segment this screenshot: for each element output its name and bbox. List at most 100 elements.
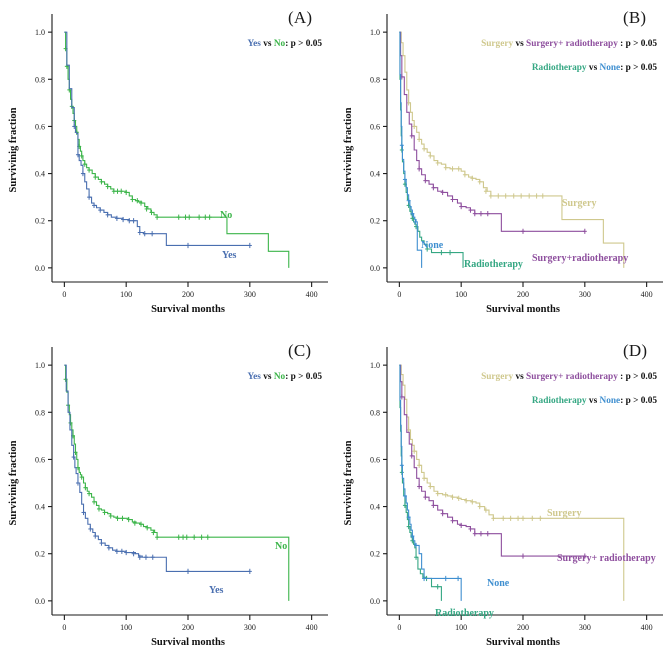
- svg-text:200: 200: [517, 290, 529, 299]
- series-surgery-radiotherapy: [399, 31, 587, 234]
- svg-text:0.4: 0.4: [35, 503, 45, 512]
- svg-text:400: 400: [306, 623, 318, 632]
- svg-text:0.0: 0.0: [35, 264, 45, 273]
- svg-text:0.6: 0.6: [370, 455, 380, 464]
- y-tick-group: 0.0 0.2 0.4 0.6 0.8 1.0: [370, 361, 387, 606]
- x-axis-title: Survival months: [486, 304, 560, 315]
- p-value-annotation: Yes vs No: p > 0.05: [247, 39, 322, 49]
- svg-text:200: 200: [182, 623, 194, 632]
- p-value-annotation: Radiotherapy vs None: p > 0.05: [532, 63, 658, 73]
- svg-text:200: 200: [517, 623, 529, 632]
- axis-group: [51, 347, 328, 616]
- series-no: [63, 364, 290, 601]
- panel-d-plot: 0.0 0.2 0.4 0.6 0.8 1.0 0 100 200 300 400 Survival …: [343, 347, 663, 648]
- svg-text:0: 0: [397, 290, 401, 299]
- y-tick-group: 0.0 0.2 0.4 0.6 0.8 1.0: [35, 28, 52, 273]
- axis-group: [386, 14, 663, 283]
- panel-d-tag: (D): [623, 341, 648, 360]
- series-none: [399, 364, 462, 601]
- svg-text:300: 300: [244, 623, 256, 632]
- svg-text:0: 0: [397, 623, 401, 632]
- panel-a: 0.0 0.2 0.4 0.6 0.8 1.0 0 100 200 300 400 Survival …: [0, 0, 334, 332]
- series-none: [399, 31, 423, 268]
- y-axis-title: Survivinig fraction: [8, 440, 19, 525]
- svg-text:400: 400: [641, 290, 653, 299]
- series-yes: [64, 364, 252, 574]
- svg-text:100: 100: [455, 290, 467, 299]
- x-tick-group: 0 100 200 300 400: [62, 615, 318, 632]
- curve-label: Yes: [209, 585, 224, 596]
- svg-text:300: 300: [579, 290, 591, 299]
- panel-c-tag: (C): [288, 341, 312, 360]
- svg-text:0.4: 0.4: [370, 503, 380, 512]
- panel-b-tag: (B): [623, 8, 647, 27]
- x-tick-group: 0 100 200 300 400: [397, 615, 653, 632]
- svg-text:0.6: 0.6: [35, 455, 45, 464]
- p-value-annotation: Yes vs No: p > 0.05: [247, 372, 322, 382]
- p-value-annotation: Radiotherapy vs None: p > 0.05: [532, 396, 658, 406]
- svg-text:0.8: 0.8: [370, 75, 380, 84]
- series-surgery-radiotherapy: [399, 364, 587, 559]
- panel-b-plot: 0.0 0.2 0.4 0.6 0.8 1.0 0 100 200 300 400 Survival …: [343, 14, 663, 315]
- svg-text:300: 300: [244, 290, 256, 299]
- svg-text:0.2: 0.2: [370, 217, 380, 226]
- svg-text:0.8: 0.8: [35, 408, 45, 417]
- svg-text:1.0: 1.0: [370, 28, 380, 37]
- svg-text:100: 100: [455, 623, 467, 632]
- p-value-annotation: Surgery vs Surgery+ radiotherapy : p > 0…: [481, 372, 657, 382]
- y-axis-title: Survivinig fraction: [343, 440, 354, 525]
- curve-label: Yes: [222, 250, 237, 261]
- p-value-annotation: Surgery vs Surgery+ radiotherapy : p > 0…: [481, 39, 657, 49]
- curve-label: Radiotherapy: [435, 608, 494, 619]
- svg-text:300: 300: [579, 623, 591, 632]
- panel-b: 0.0 0.2 0.4 0.6 0.8 1.0 0 100 200 300 400 Survival …: [335, 0, 669, 332]
- series-surgery: [399, 364, 625, 601]
- curve-label: No: [275, 541, 287, 552]
- svg-text:0.4: 0.4: [35, 170, 45, 179]
- svg-text:0.8: 0.8: [35, 75, 45, 84]
- x-axis-title: Survival months: [151, 637, 225, 648]
- axis-group: [51, 14, 328, 283]
- panel-d: 0.0 0.2 0.4 0.6 0.8 1.0 0 100 200 300 400 Survival …: [335, 333, 669, 665]
- x-axis-title: Survival months: [151, 304, 225, 315]
- series-yes: [64, 31, 252, 249]
- curve-label: Surgery: [562, 198, 596, 209]
- svg-text:400: 400: [306, 290, 318, 299]
- svg-text:0.0: 0.0: [370, 597, 380, 606]
- y-axis-title: Survivinig fraction: [8, 107, 19, 192]
- svg-text:0.8: 0.8: [370, 408, 380, 417]
- svg-text:0.0: 0.0: [35, 597, 45, 606]
- axis-group: [386, 347, 663, 616]
- svg-text:1.0: 1.0: [35, 28, 45, 37]
- svg-text:400: 400: [641, 623, 653, 632]
- svg-text:100: 100: [120, 623, 132, 632]
- svg-text:0.2: 0.2: [35, 550, 45, 559]
- series-radiotherapy: [399, 364, 442, 601]
- curve-label: None: [421, 240, 444, 251]
- svg-text:0.2: 0.2: [35, 217, 45, 226]
- x-axis-title: Survival months: [486, 637, 560, 648]
- y-tick-group: 0.0 0.2 0.4 0.6 0.8 1.0: [370, 28, 387, 273]
- panel-c: 0.0 0.2 0.4 0.6 0.8 1.0 0 100 200 300 400 Survival …: [0, 333, 334, 665]
- svg-text:1.0: 1.0: [35, 361, 45, 370]
- svg-text:0.0: 0.0: [370, 264, 380, 273]
- svg-text:0.6: 0.6: [35, 122, 45, 131]
- svg-text:1.0: 1.0: [370, 361, 380, 370]
- curve-label: Radiotherapy: [464, 259, 523, 270]
- svg-text:0.4: 0.4: [370, 170, 380, 179]
- y-axis-title: Survivinig fraction: [343, 107, 354, 192]
- curve-label: Surgery: [547, 508, 581, 519]
- series-radiotherapy: [399, 31, 464, 268]
- panel-a-tag: (A): [288, 8, 313, 27]
- svg-text:100: 100: [120, 290, 132, 299]
- x-tick-group: 0 100 200 300 400: [62, 282, 318, 299]
- curve-label: Surgery+radiotherapy: [532, 253, 628, 264]
- curve-label: None: [487, 578, 510, 589]
- svg-text:0.2: 0.2: [370, 550, 380, 559]
- svg-text:0: 0: [62, 290, 66, 299]
- curve-label: No: [220, 210, 232, 221]
- panel-c-plot: 0.0 0.2 0.4 0.6 0.8 1.0 0 100 200 300 400 Survival …: [8, 347, 328, 648]
- y-tick-group: 0.0 0.2 0.4 0.6 0.8 1.0: [35, 361, 52, 606]
- svg-text:0: 0: [62, 623, 66, 632]
